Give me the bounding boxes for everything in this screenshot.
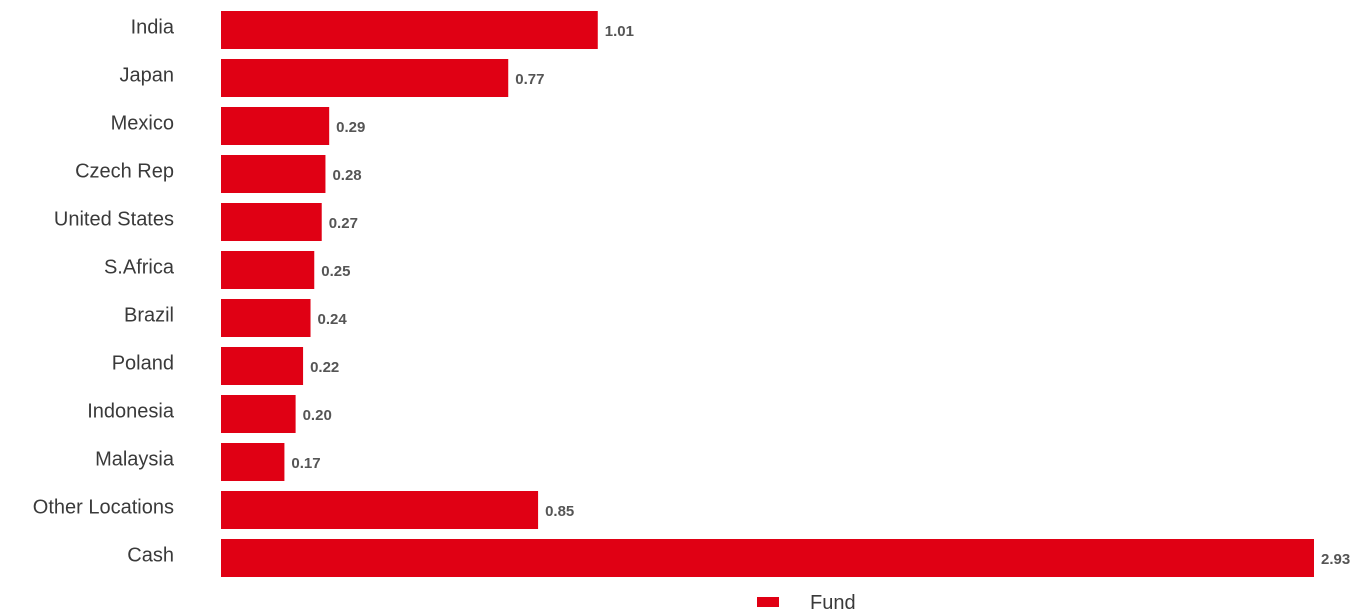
bar-other-locations	[221, 491, 539, 529]
bar-czech-rep	[221, 155, 326, 193]
value-label-cash: 2.93	[1321, 551, 1350, 568]
bar-brazil	[221, 299, 311, 337]
legend-label-fund: Fund	[810, 592, 856, 611]
category-label-poland: Poland	[112, 352, 174, 374]
category-label-s-africa: S.Africa	[104, 256, 175, 278]
value-label-other-locations: 0.85	[545, 503, 574, 520]
category-label-other-locations: Other Locations	[33, 496, 174, 518]
value-label-india: 1.01	[605, 23, 634, 40]
value-label-czech-rep: 0.28	[332, 167, 361, 184]
category-label-czech-rep: Czech Rep	[75, 160, 174, 182]
category-labels: India Japan Mexico Czech Rep United States S.…	[33, 16, 175, 566]
legend-swatch-fund	[757, 597, 779, 607]
bar-indonesia	[221, 395, 296, 433]
category-label-brazil: Brazil	[124, 304, 174, 326]
bar-japan	[221, 59, 509, 97]
value-label-mexico: 0.29	[336, 119, 365, 136]
bar-india	[221, 11, 598, 49]
category-label-japan: Japan	[120, 64, 175, 86]
category-label-india: India	[131, 16, 175, 38]
bars	[221, 11, 1314, 577]
value-label-united-states: 0.27	[329, 215, 358, 232]
bar-united-states	[221, 203, 322, 241]
category-label-cash: Cash	[127, 544, 174, 566]
value-labels: 1.01 0.77 0.29 0.28 0.27 0.25 0.24 0.22 0.20 0.17…	[291, 23, 1350, 568]
category-label-mexico: Mexico	[111, 112, 174, 134]
bar-s-africa	[221, 251, 315, 289]
bar-mexico	[221, 107, 330, 145]
legend: Fund	[757, 592, 856, 611]
bar-malaysia	[221, 443, 285, 481]
category-label-indonesia: Indonesia	[87, 400, 175, 422]
bar-cash	[221, 539, 1314, 577]
value-label-poland: 0.22	[310, 359, 339, 376]
category-label-malaysia: Malaysia	[95, 448, 175, 470]
category-label-united-states: United States	[54, 208, 174, 230]
value-label-malaysia: 0.17	[291, 455, 320, 472]
value-label-japan: 0.77	[515, 71, 544, 88]
value-label-s-africa: 0.25	[321, 263, 350, 280]
value-label-brazil: 0.24	[318, 311, 348, 328]
bar-poland	[221, 347, 304, 385]
value-label-indonesia: 0.20	[303, 407, 332, 424]
